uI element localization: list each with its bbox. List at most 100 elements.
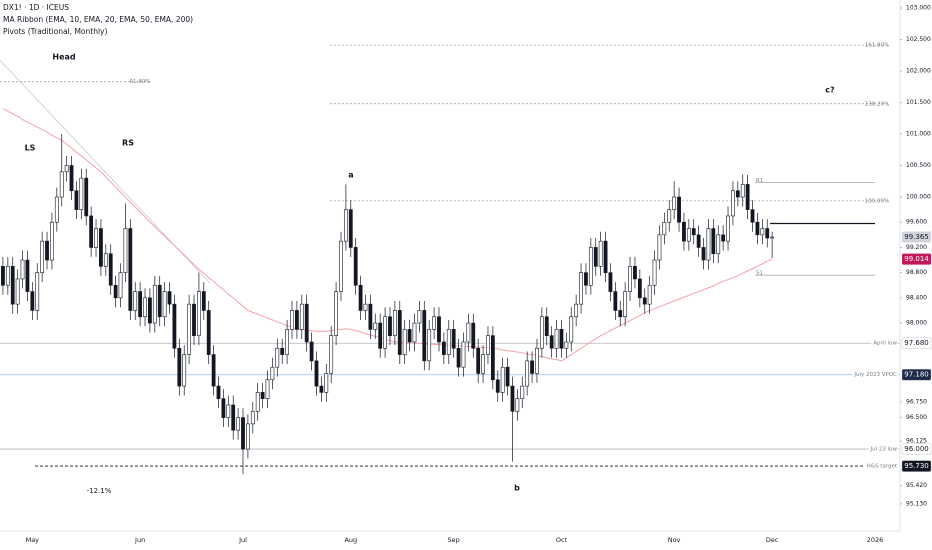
candle-body (623, 291, 628, 318)
candle-body (481, 354, 485, 374)
candle-body (461, 341, 466, 368)
candle-body (535, 347, 539, 374)
candle-body (378, 322, 383, 349)
level-name: H&S target (867, 464, 898, 470)
y-tick-label: 95.130 (906, 500, 927, 507)
candle-body (255, 392, 260, 412)
y-tick-label: 99.200 (906, 244, 927, 251)
level-name: Jul 23 low (869, 447, 897, 453)
candle-body (45, 240, 49, 261)
candle-body (309, 341, 314, 362)
annotation: Head (52, 53, 76, 62)
candle-body (304, 303, 309, 343)
candle-body (515, 398, 520, 412)
candle-body (148, 297, 152, 324)
candle-body (427, 329, 432, 362)
candle-body (402, 329, 407, 355)
indicator-label: Pivots (Traditional, Monthly) (3, 27, 107, 36)
level-name: July 2023 VPOC (853, 372, 897, 378)
candle-body (162, 291, 167, 318)
candle-body (593, 247, 598, 267)
y-tick-label: 99.600 (906, 219, 927, 226)
indicator-label: MA Ribbon (EMA, 10, EMA, 20, EMA, 50, EM… (3, 15, 193, 24)
price-tag (901, 460, 932, 472)
candle-body (99, 228, 103, 267)
candle-body (231, 404, 236, 431)
candle-body (270, 366, 275, 381)
annotation: LS (25, 144, 36, 153)
plot-area: 161.80% 138.20% 100.00% 61.80% April low July… (0, 43, 900, 495)
candle-body (755, 221, 760, 236)
fib-label: 61.80% (130, 79, 151, 85)
candle-body (490, 335, 495, 381)
price-tag-label: 95.730 (904, 462, 929, 470)
candle-body (505, 366, 510, 387)
candle-body (246, 423, 250, 450)
level-name-bg (871, 339, 898, 348)
candle-body (373, 322, 378, 330)
candle-body (339, 240, 343, 292)
candle-body (59, 171, 64, 198)
candle-body (735, 190, 740, 198)
candle-body (544, 316, 549, 336)
pivot-label: R1 (756, 178, 763, 184)
candle-body (603, 240, 608, 273)
y-tick-label: 103.000 (906, 5, 931, 12)
candle-body (290, 310, 294, 330)
candle-body (177, 347, 182, 387)
y-tick-label: 100.000 (906, 194, 931, 201)
last-price-label: 99.365 (904, 233, 929, 241)
candle-body (471, 322, 476, 349)
candle-body (40, 240, 45, 273)
candle-body (613, 291, 618, 311)
candle-body (324, 373, 329, 393)
candle-body (564, 341, 569, 349)
candle-body (84, 177, 89, 217)
candle-body (201, 291, 206, 311)
candle-body (358, 284, 363, 311)
candle-body (221, 398, 226, 418)
price-tag-label: 96.000 (904, 445, 929, 453)
candle-body (392, 310, 397, 336)
annotation: a (348, 171, 353, 180)
candle-body (353, 247, 358, 286)
candle-body (334, 291, 338, 336)
candle-body (672, 196, 677, 210)
candle-body (241, 417, 245, 450)
candle-body (510, 385, 515, 412)
candle-body (383, 316, 387, 349)
candle-body (706, 228, 711, 261)
candle-body (628, 266, 632, 292)
candle-body (731, 190, 735, 217)
candle-body (348, 209, 353, 248)
level-name-bg (868, 445, 898, 454)
y-tick-label: 96.750 (906, 398, 927, 405)
candle-body (118, 272, 123, 299)
candle-body (770, 236, 775, 239)
candle-body (726, 215, 730, 242)
x-tick-label: 2026 (867, 536, 884, 544)
x-tick-label: Jul (238, 536, 247, 544)
annotation: c? (825, 86, 835, 95)
annotation: RS (122, 139, 134, 148)
candle-body (294, 310, 299, 330)
candle-body (569, 316, 574, 343)
candle-body (721, 234, 726, 242)
candle-body (466, 322, 471, 343)
candle-body (437, 316, 441, 343)
candle-body (397, 310, 402, 355)
candle-body (579, 272, 583, 305)
candle-body (74, 190, 79, 210)
candle-body (236, 417, 241, 431)
candle-body (657, 234, 662, 261)
candle-body (20, 259, 25, 280)
candle-body (388, 316, 392, 336)
candle-body (559, 329, 564, 349)
candle-body (456, 347, 461, 368)
price-axis (900, 0, 932, 550)
fib-label: 100.00% (865, 198, 889, 204)
candle-body (530, 360, 534, 374)
y-tick-label: 98.400 (906, 294, 927, 301)
price-tag (901, 443, 932, 455)
